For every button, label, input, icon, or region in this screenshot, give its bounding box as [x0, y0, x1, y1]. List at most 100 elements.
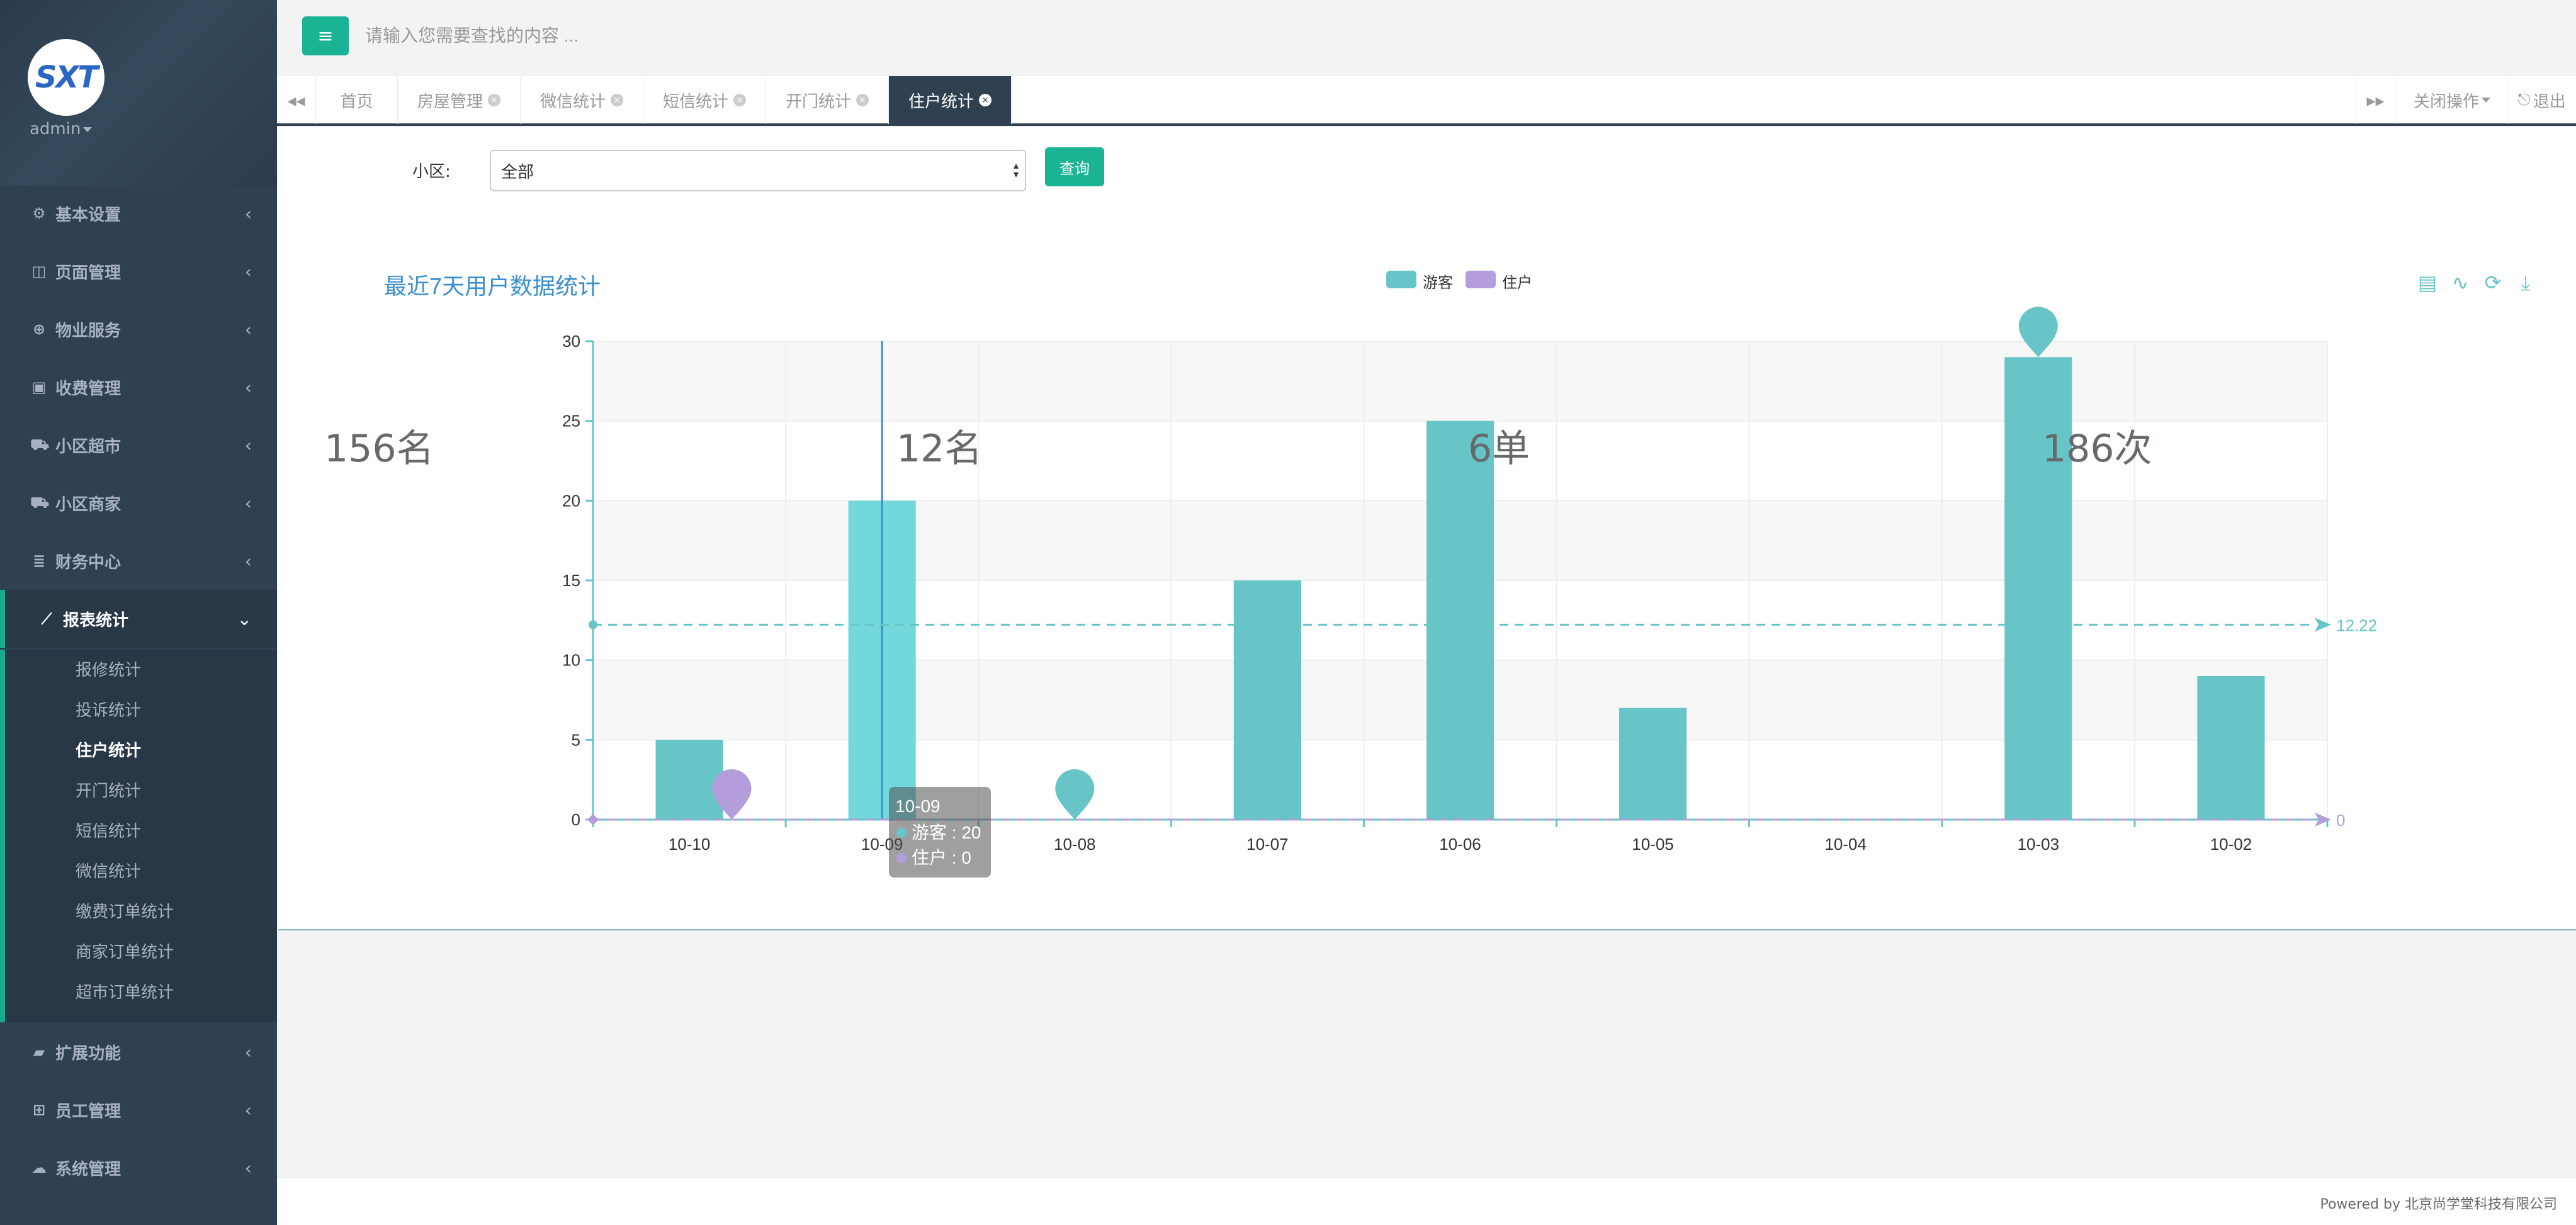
close-tab-icon[interactable]: ×: [488, 94, 500, 106]
sidebar-item-2[interactable]: ◫ 页面管理 ‹: [0, 242, 277, 300]
close-tab-icon[interactable]: ×: [979, 94, 991, 106]
tab-3[interactable]: 微信统计 ×: [521, 76, 643, 124]
chevron-left-icon: ‹: [244, 434, 252, 456]
submenu-report: 报修统计投诉统计住户统计开门统计短信统计微信统计缴费订单统计 商家订单统计 超市订单…: [0, 650, 277, 1022]
user-menu[interactable]: admin: [30, 120, 93, 138]
bars-icon: ≡: [317, 25, 334, 47]
chevron-left-icon: ‹: [244, 1157, 252, 1178]
chevron-left-icon: ‹: [244, 550, 252, 572]
submenu-item[interactable]: 投诉统计: [76, 701, 142, 720]
money-icon: ▣: [31, 378, 47, 396]
tab-label: 开门统计: [785, 92, 851, 111]
sidebar-item-label: 小区商家: [55, 495, 121, 514]
tab-label: 房屋管理: [417, 92, 483, 111]
tab-scroll-right-button[interactable]: ▸▸: [2356, 76, 2395, 124]
chevron-left-icon: ‹: [244, 1041, 252, 1063]
select-arrow-icon: ▴ ▾: [1013, 159, 1019, 180]
footer: Powered by 北京尚学堂科技有限公司: [277, 1177, 2576, 1225]
username: admin: [30, 120, 81, 138]
backward-icon: ◂◂: [287, 89, 305, 111]
cloud-icon: ☁: [31, 1159, 47, 1177]
submenu-item[interactable]: 商家订单统计: [76, 943, 174, 962]
sidebar-item-4[interactable]: ▣ 收费管理 ‹: [0, 358, 277, 416]
close-tab-icon[interactable]: ×: [611, 94, 623, 106]
sidebar-item-8[interactable]: ⟋ 报表统计 ⌄: [0, 590, 277, 648]
folder-open-icon: ▰: [33, 1043, 45, 1061]
submenu-item[interactable]: 短信统计: [76, 822, 142, 841]
chevron-left-icon: ‹: [244, 1099, 252, 1121]
community-label: 小区:: [412, 162, 451, 181]
sitemap-icon: ⊞: [32, 1101, 46, 1119]
sidebar-item-5[interactable]: ⛟ 小区超市 ‹: [0, 416, 277, 474]
content-panel: 小区: 全部 ▴ ▾ 查询: [278, 127, 2576, 930]
tab-label: 微信统计: [539, 92, 606, 111]
columns-icon: ◫: [31, 262, 47, 280]
logout-button[interactable]: ⎋ 退出: [2507, 76, 2576, 124]
profile-area: SXT admin: [0, 0, 277, 186]
sidebar: SXT admin ⚙ 基本设置 ‹ ◫ 页面管理 ‹ ⊕ 物业服务 ‹ ▣ 收费管理 ‹ ⛟ 小区超市 ‹…: [0, 0, 277, 1225]
sidebar-item-3[interactable]: ⊕ 物业服务 ‹: [0, 300, 277, 358]
sidebar-item-label: 员工管理: [55, 1102, 121, 1121]
gear-icon: ⚙: [32, 205, 46, 222]
sidebar-item-label: 基本设置: [55, 205, 121, 225]
tab-2[interactable]: 房屋管理 ×: [398, 76, 521, 124]
chevron-left-icon: ‹: [244, 261, 252, 282]
sidebar-item-1[interactable]: ⚙ 基本设置 ‹: [0, 184, 277, 242]
sidebar-item-label: 扩展功能: [55, 1044, 121, 1063]
sidebar-item-10[interactable]: ⊞ 员工管理 ‹: [0, 1081, 277, 1139]
submenu-item[interactable]: 微信统计: [76, 862, 142, 881]
sidebar-item-7[interactable]: ≣ 财务中心 ‹: [0, 532, 277, 590]
caret-down-icon: [2482, 98, 2490, 103]
submenu-item[interactable]: 超市订单统计: [76, 983, 174, 1002]
sidebar-item-label: 页面管理: [55, 263, 121, 283]
tab-1[interactable]: 首页: [316, 76, 398, 124]
chevron-left-icon: ‹: [244, 492, 252, 514]
close-operations-dropdown[interactable]: 关闭操作: [2396, 76, 2507, 124]
chevron-left-icon: ‹: [244, 319, 252, 340]
cart-icon: ⛟: [30, 435, 50, 453]
tab-4[interactable]: 短信统计 ×: [643, 76, 766, 124]
tab-bar: ◂◂ 首页 房屋管理 × 微信统计 × 短信统计 × 开门统计 × 住户统计 × ▸▸ 关闭操作 ⎋…: [277, 76, 2576, 126]
submenu-item[interactable]: 缴费订单统计: [76, 903, 174, 922]
query-button[interactable]: 查询: [1045, 147, 1104, 186]
sidebar-item-9[interactable]: ▰ 扩展功能 ‹: [0, 1023, 277, 1081]
tab-6[interactable]: 住户统计 ×: [889, 76, 1012, 124]
submenu-item[interactable]: 报修统计: [76, 661, 142, 680]
community-select[interactable]: 全部 ▴ ▾: [490, 150, 1026, 191]
tab-5[interactable]: 开门统计 ×: [766, 76, 889, 124]
sidebar-item-label: 系统管理: [55, 1160, 121, 1179]
logout-label: 退出: [2533, 92, 2566, 111]
sidebar-item-label: 物业服务: [55, 321, 121, 341]
tab-scroll-left-button[interactable]: ◂◂: [277, 76, 316, 124]
sign-out-icon: ⎋: [2517, 90, 2531, 110]
search-input[interactable]: [365, 19, 932, 53]
logo: SXT: [28, 39, 105, 116]
chevron-down-icon: ⌄: [237, 608, 252, 629]
menu-toggle-button[interactable]: ≡: [302, 16, 349, 55]
sidebar-item-label: 报表统计: [63, 611, 129, 630]
sidebar-item-label: 收费管理: [55, 379, 121, 398]
database-icon: ≣: [32, 552, 46, 570]
truck-icon: ⛟: [30, 493, 50, 511]
globe-icon: ⊕: [32, 320, 46, 338]
forward-icon: ▸▸: [2366, 89, 2385, 111]
close-ops-label: 关闭操作: [2413, 92, 2479, 111]
community-select-value: 全部: [501, 162, 534, 182]
submenu-item[interactable]: 开门统计: [76, 782, 142, 801]
sidebar-item-label: 财务中心: [55, 553, 121, 572]
tab-label: 短信统计: [662, 92, 728, 111]
chevron-left-icon: ‹: [244, 376, 252, 398]
chevron-left-icon: ‹: [244, 203, 252, 224]
line-chart-icon: ⟋: [41, 610, 52, 628]
close-tab-icon[interactable]: ×: [733, 94, 746, 106]
submenu-item[interactable]: 住户统计: [76, 742, 142, 760]
tab-label: 首页: [340, 92, 373, 111]
close-tab-icon[interactable]: ×: [856, 94, 869, 106]
footer-text: Powered by 北京尚学堂科技有限公司: [2320, 1197, 2557, 1212]
top-bar: ≡: [277, 0, 2576, 76]
caret-down-icon: [83, 127, 93, 132]
sidebar-item-6[interactable]: ⛟ 小区商家 ‹: [0, 474, 277, 532]
sidebar-item-11[interactable]: ☁ 系统管理 ‹: [0, 1139, 277, 1197]
tab-label: 住户统计: [908, 92, 974, 111]
sidebar-item-label: 小区超市: [55, 437, 121, 456]
